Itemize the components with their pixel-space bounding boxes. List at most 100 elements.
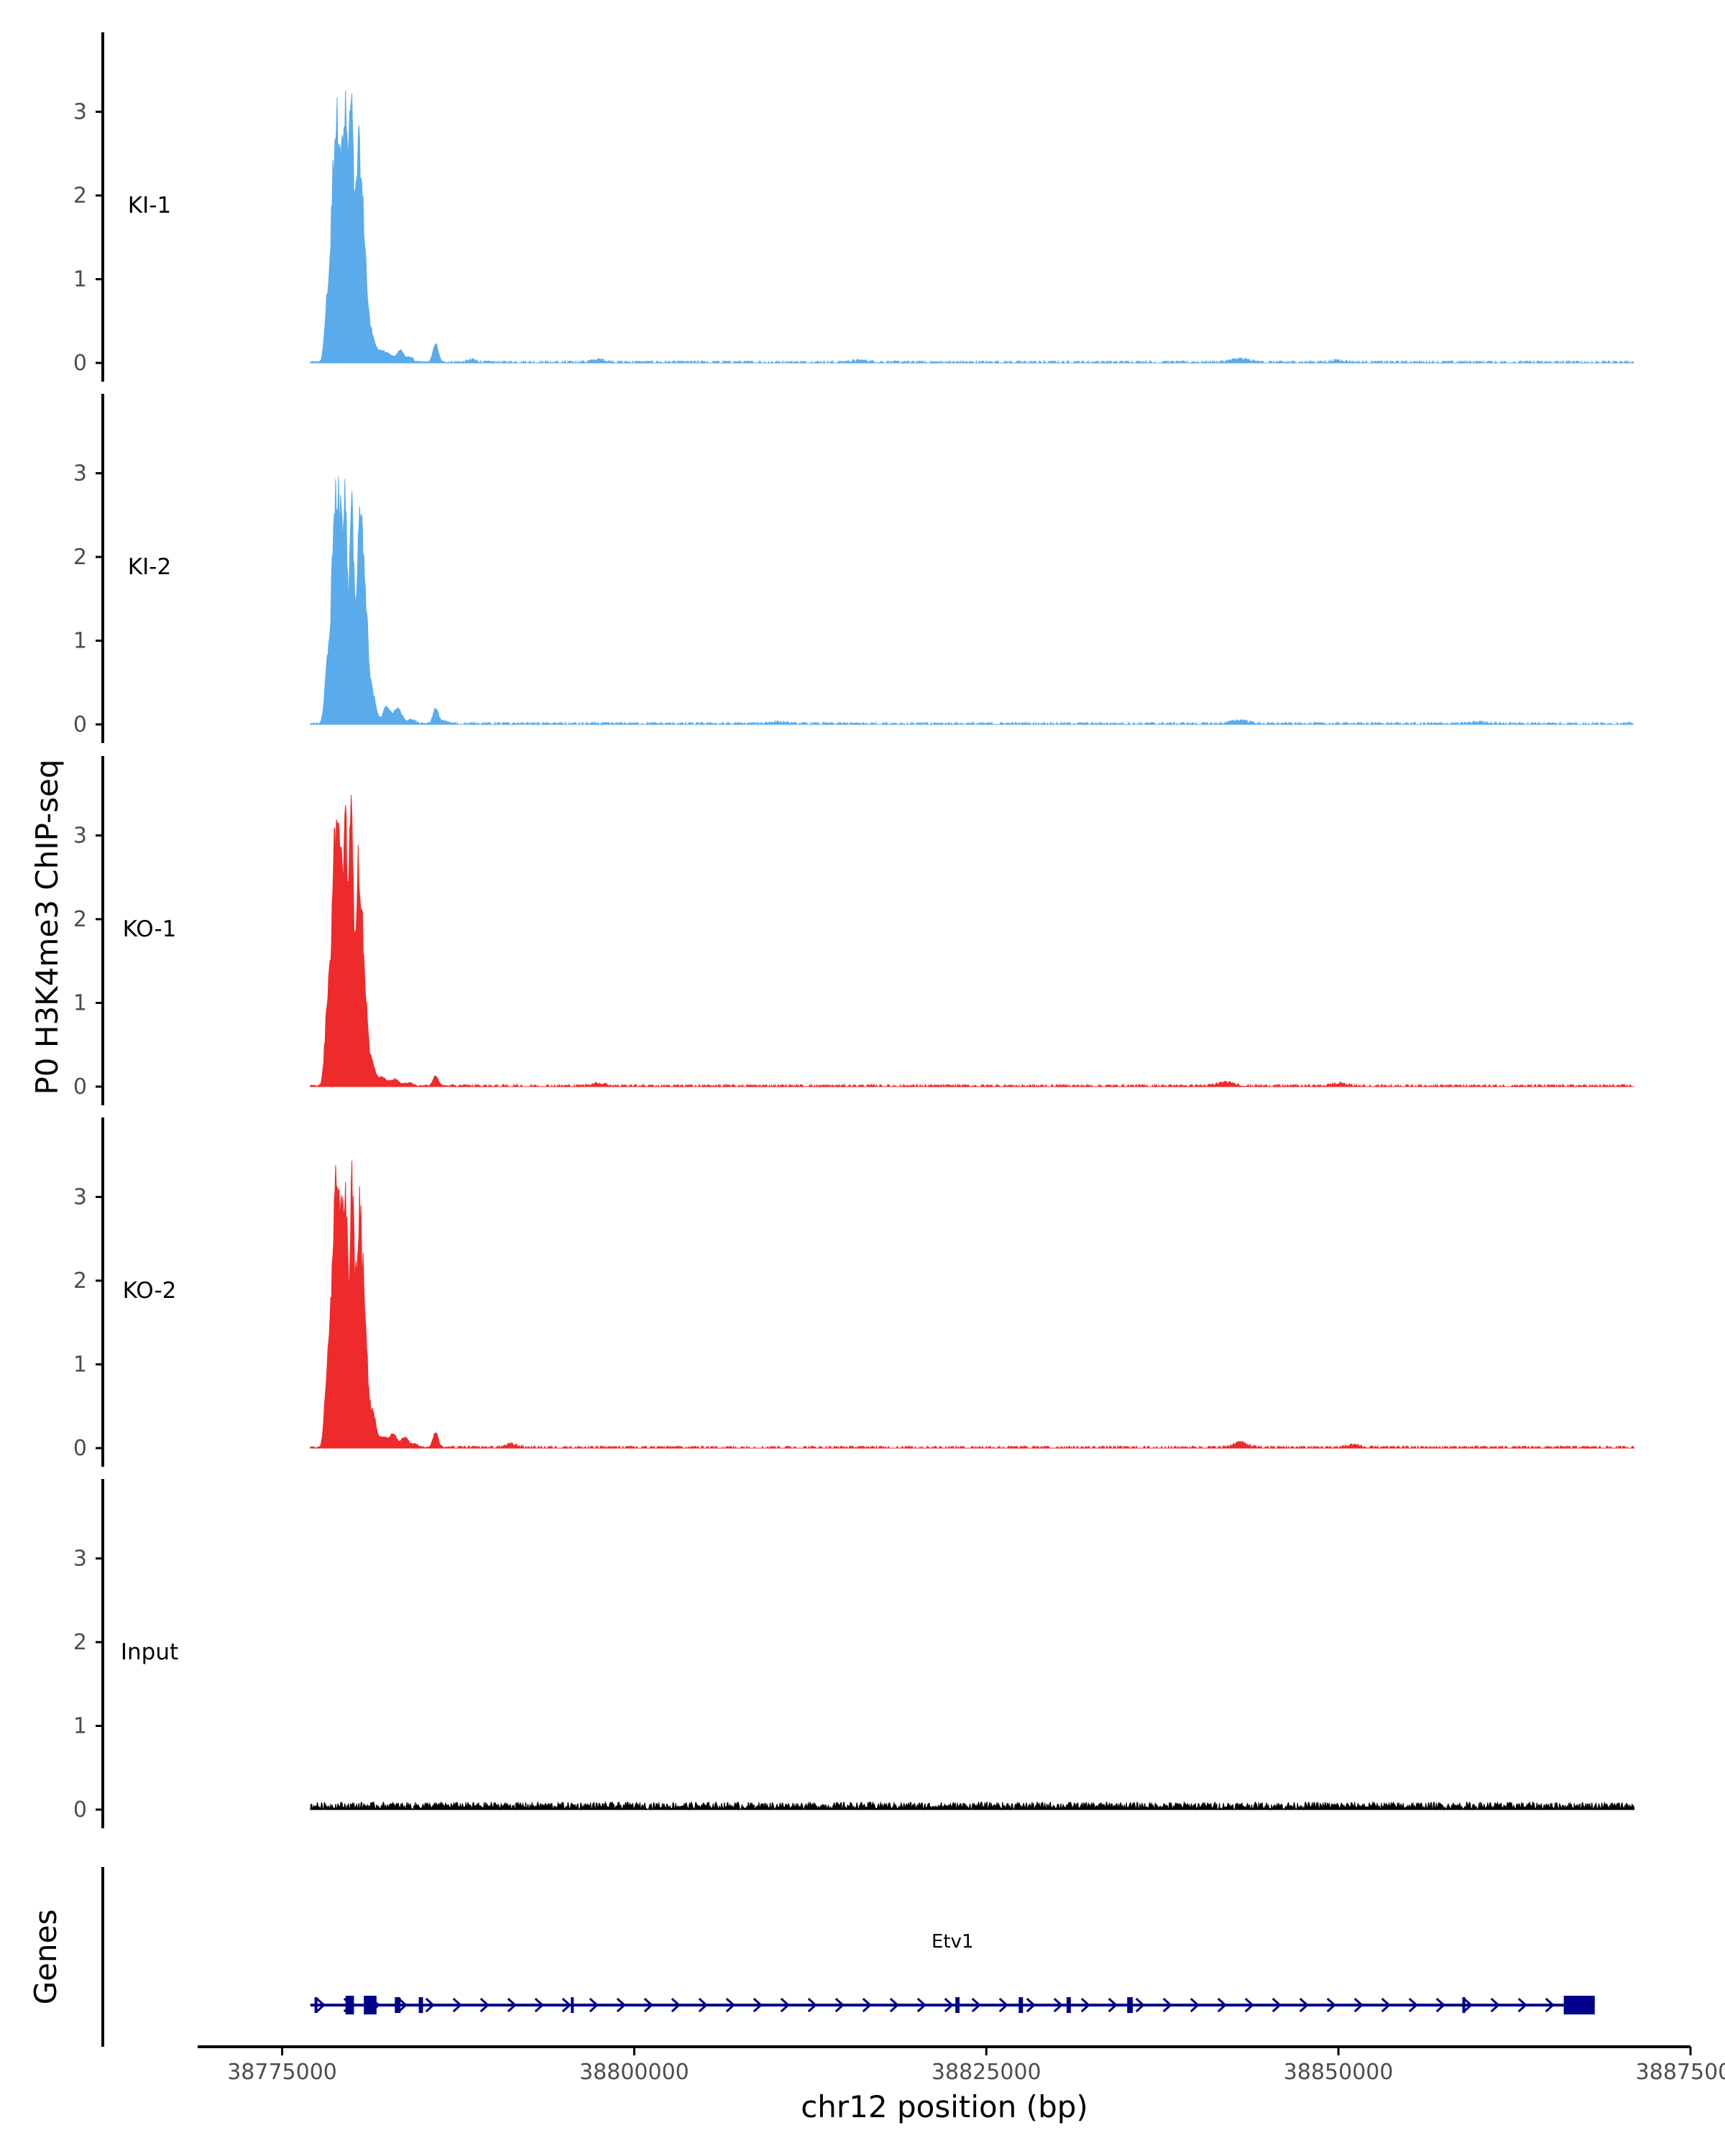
strand-arrow [998,1997,1008,2013]
gene-exon [1462,1997,1466,2013]
strand-arrow [1353,1997,1363,2013]
gene-exon [314,1997,318,2013]
strand-arrow [1408,1997,1418,2013]
y-tick-label: 0 [73,712,87,737]
strand-arrow [753,1997,763,2013]
strand-arrow [1490,1997,1500,2013]
strand-arrow [1108,1997,1118,2013]
track-label-ki-2: KI-2 [128,554,171,580]
strand-arrow [1080,1997,1090,2013]
track-ki-1: 0 1 2 3 KI-1 [73,32,1634,382]
strand-arrow [1435,1997,1445,2013]
gene-track-title: Genes [28,1909,63,2005]
y-tick-label: 3 [73,1547,87,1572]
strand-arrow [1545,1997,1555,2013]
x-tick-label: 38825000 [932,2060,1041,2085]
gene-etv1: Etv1 [310,1931,1595,2014]
strand-arrow [561,1997,571,2013]
track-ko-2: 0 1 2 3 KO-2 [73,1118,1635,1467]
gene-exon [571,1997,574,2013]
track-label-ko-1: KO-1 [123,916,177,942]
coverage-area-ki-2 [310,476,1634,726]
y-tick-label: 3 [73,461,87,487]
strand-arrow [397,1997,408,2013]
strand-arrow [1299,1997,1309,2013]
y-tick-label: 3 [73,1185,87,1210]
y-tick-label: 2 [73,907,87,932]
gene-exon [345,1996,354,2014]
x-axis-title: chr12 position (bp) [801,2089,1088,2124]
y-tick-label: 2 [73,1630,87,1655]
strand-arrow [889,1997,899,2013]
coverage-tracks: 0 1 2 3 KI-1 0 1 2 3 KI-2 0 1 2 3 KO-1 0 1 2 3 KO-2 0 1 2 3 Inpu… [73,32,1635,1828]
track-input: 0 1 2 3 Input [73,1479,1635,1828]
gene-exon [364,1996,377,2014]
gene-exon [1018,1997,1024,2013]
strand-arrow [1026,1997,1036,2013]
gene-name-label: Etv1 [932,1931,974,1953]
y-tick-label: 2 [73,545,87,570]
y-tick-label: 1 [73,629,87,654]
strand-arrow [1271,1997,1282,2013]
y-tick-label: 0 [73,1797,87,1823]
gene-track: Genes Etv1 [28,1867,1595,2047]
y-tick-label: 1 [73,267,87,292]
coverage-area-ko-2 [310,1160,1635,1450]
x-axis: 38775000 38800000 38825000 38850000 38875000… [198,2045,1725,2124]
strand-arrow [834,1997,845,2013]
strand-arrow [725,1997,735,2013]
strand-arrow [643,1997,653,2013]
strand-arrow [1217,1997,1227,2013]
track-label-input: Input [121,1639,178,1665]
y-tick-label: 3 [73,100,87,125]
x-tick-label: 38875000 [1636,2060,1725,2085]
strand-arrow [1135,1997,1145,2013]
track-ki-2: 0 1 2 3 KI-2 [73,394,1634,743]
strand-arrow [862,1997,872,2013]
strand-arrow [1244,1997,1254,2013]
gene-exon [1066,1997,1071,2013]
y-tick-label: 1 [73,991,87,1016]
x-tick-label: 38800000 [579,2060,689,2085]
coverage-area-ko-1 [310,795,1634,1088]
strand-arrow [534,1997,544,2013]
strand-arrow [589,1997,599,2013]
strand-arrow [616,1997,626,2013]
x-tick-label: 38850000 [1284,2060,1394,2085]
gene-models: Etv1 [310,1931,1595,2014]
gene-exon [418,1997,423,2013]
y-tick-label: 2 [73,1268,87,1294]
strand-arrow [1053,1997,1063,2013]
strand-arrow [479,1997,489,2013]
y-tick-label: 1 [73,1714,87,1739]
strand-arrow [971,1997,981,2013]
coverage-area-input [310,1800,1635,1811]
y-axis-title: P0 H3K4me3 ChIP-seq [29,759,65,1095]
strand-arrow [1190,1997,1200,2013]
y-tick-label: 0 [73,351,87,376]
strand-arrow [807,1997,817,2013]
track-label-ki-1: KI-1 [128,193,171,218]
strand-arrow [944,1997,954,2013]
strand-arrow [671,1997,681,2013]
strand-arrow [1381,1997,1391,2013]
y-tick-label: 2 [73,183,87,208]
track-ko-1: 0 1 2 3 KO-1 [73,756,1634,1105]
coverage-area-ki-1 [310,90,1634,364]
strand-arrow [1463,1997,1473,2013]
strand-arrow [1326,1997,1336,2013]
track-label-ko-2: KO-2 [123,1278,177,1304]
y-tick-label: 1 [73,1353,87,1378]
gene-exon [1127,1997,1133,2013]
strand-arrow [1517,1997,1527,2013]
gene-exon [955,1997,960,2013]
gene-exon [395,1997,401,2013]
strand-arrow [425,1997,435,2013]
strand-arrow [507,1997,517,2013]
strand-arrow [780,1997,790,2013]
x-ticks: 38775000 38800000 38825000 38850000 38875000 [227,2047,1725,2085]
strand-arrow [316,1997,326,2013]
strand-arrow [698,1997,708,2013]
x-tick-label: 38775000 [227,2060,337,2085]
